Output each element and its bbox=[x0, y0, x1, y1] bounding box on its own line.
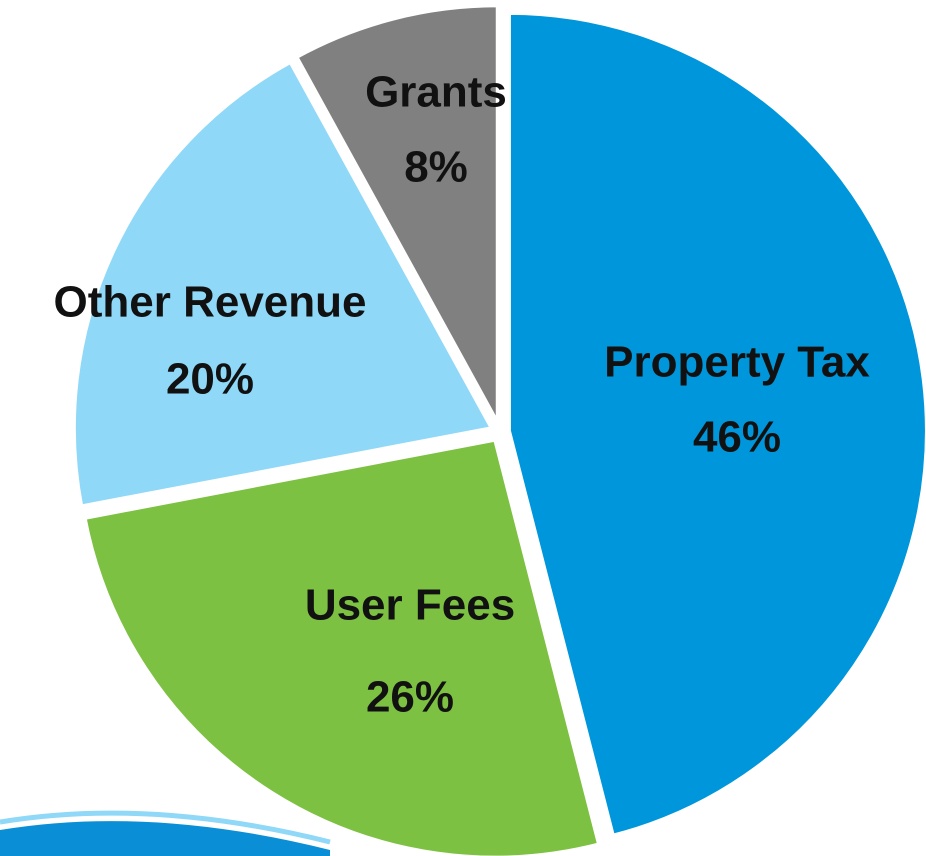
pie-slice bbox=[82, 437, 602, 856]
slice-label: Property Tax bbox=[604, 338, 870, 387]
pie-slice bbox=[506, 10, 926, 839]
pie-slice bbox=[71, 59, 495, 509]
slice-label: Grants bbox=[365, 68, 507, 117]
pie-slice bbox=[293, 3, 500, 425]
decoration-swoosh-edge bbox=[0, 810, 331, 845]
slice-value-label: 46% bbox=[693, 413, 781, 462]
decoration-swoosh bbox=[0, 821, 330, 856]
slice-value-label: 20% bbox=[166, 355, 254, 404]
slice-label: User Fees bbox=[305, 581, 515, 630]
slice-value-label: 8% bbox=[404, 143, 468, 192]
slice-label: Other Revenue bbox=[54, 278, 367, 327]
slice-value-label: 26% bbox=[366, 673, 454, 722]
